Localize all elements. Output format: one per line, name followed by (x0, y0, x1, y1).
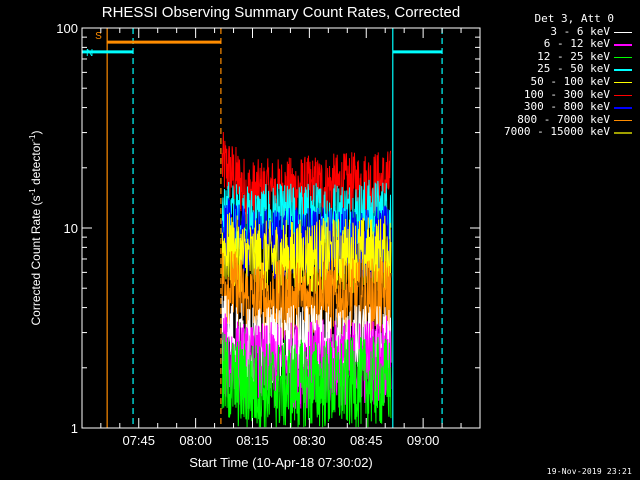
legend-entry: 25 - 50 keV (482, 63, 634, 76)
legend-entry: 100 - 300 keV (482, 87, 634, 102)
legend-label: 6 - 12 keV (543, 37, 610, 51)
legend-entry: 800 - 7000 keV (482, 112, 634, 127)
legend-title: Det 3, Att 0 (534, 12, 614, 25)
y-axis-label-sup2: -1 (28, 134, 37, 142)
timestamp: 19-Nov-2019 23:21 (546, 467, 632, 476)
y-axis-label: Corrected Count Rate (s-1 detector-1) (28, 130, 43, 325)
legend-swatch (614, 94, 632, 97)
x-tick-label: 08:30 (293, 433, 326, 448)
chart-title: RHESSI Observing Summary Count Rates, Co… (102, 4, 460, 21)
series-line (221, 212, 392, 297)
legend-label: 50 - 100 keV (530, 74, 610, 88)
legend-label: 25 - 50 keV (537, 62, 610, 76)
legend-label: 800 - 7000 keV (517, 112, 610, 126)
y-axis-label-sup1: -1 (28, 188, 37, 196)
legend-entry: 6 - 12 keV (482, 38, 634, 51)
legend-label: 100 - 300 keV (523, 87, 610, 101)
series-line (221, 251, 392, 341)
x-tick-label: 08:00 (179, 433, 212, 448)
y-tick-label: 100 (56, 21, 78, 36)
legend-label: 12 - 25 keV (537, 49, 610, 63)
legend-entry: 300 - 800 keV (482, 101, 634, 114)
flag-label: S (95, 31, 102, 42)
legend: Det 3, Att 0 3 - 6 keV 6 - 12 keV 12 - 25 … (482, 12, 634, 139)
legend-swatch (614, 31, 632, 34)
series-line (221, 332, 392, 428)
x-tick-label: 08:45 (350, 433, 383, 448)
x-tick-label: 08:15 (236, 433, 269, 448)
x-axis-label: Start Time (10-Apr-18 07:30:02) (189, 455, 373, 470)
legend-entries: 3 - 6 keV 6 - 12 keV 12 - 25 keV 25 - 50 ke… (482, 24, 634, 139)
plot-data-area (221, 131, 392, 428)
legend-swatch (614, 56, 632, 59)
legend-entry: 3 - 6 keV (482, 24, 634, 39)
series-line (221, 295, 392, 390)
legend-label: 7000 - 15000 keV (504, 125, 610, 139)
legend-entry: 7000 - 15000 keV (482, 126, 634, 139)
x-tick-label: 07:45 (122, 433, 155, 448)
legend-entry: 12 - 25 keV (482, 49, 634, 64)
y-axis-label-end: ) (29, 130, 43, 134)
legend-label: 3 - 6 keV (550, 24, 610, 38)
legend-entry: 50 - 100 keV (482, 74, 634, 89)
legend-swatch (614, 107, 632, 109)
x-tick-label: 09:00 (407, 433, 440, 448)
y-tick-label: 1 (71, 421, 78, 436)
legend-swatch (614, 81, 632, 84)
flag-markers: SN (82, 28, 443, 428)
legend-swatch (614, 119, 632, 122)
axes: 1 10 100 07:45 08:00 08:15 08:30 08:45 09:00 (56, 21, 480, 448)
flag-label: N (86, 48, 93, 59)
y-tick-label: 10 (64, 221, 78, 236)
legend-swatch (614, 69, 632, 71)
legend-label: 300 - 800 keV (523, 100, 610, 114)
legend-swatch (614, 44, 632, 46)
legend-swatch (614, 132, 632, 134)
y-axis-label-mid: detector (29, 142, 43, 189)
y-axis-label-main: Corrected Count Rate (s (29, 195, 43, 325)
